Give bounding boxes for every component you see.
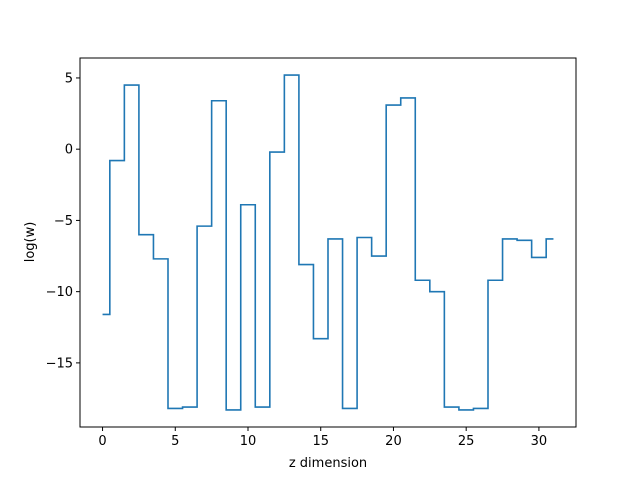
x-axis-label: z dimension <box>289 456 367 471</box>
plot-area <box>79 57 577 428</box>
series-layer <box>102 74 554 411</box>
y-tick-label: −5 <box>54 214 73 229</box>
x-axis-ticks: 0 5 10 15 20 25 30 <box>98 427 547 449</box>
y-tick-label: −15 <box>46 356 73 371</box>
x-tick-label: 5 <box>171 434 179 449</box>
x-tick-label: 10 <box>240 434 257 449</box>
x-tick-label: 0 <box>98 434 106 449</box>
x-tick-label: 15 <box>312 434 329 449</box>
y-axis-label: log(w) <box>23 222 38 263</box>
x-tick-label: 20 <box>385 434 402 449</box>
series-line-0 <box>102 74 554 411</box>
x-tick-label: 30 <box>531 434 548 449</box>
y-axis-ticks: −15 −10 −5 0 5 <box>46 71 80 371</box>
axes-frame <box>79 57 577 428</box>
x-tick-label: 25 <box>458 434 475 449</box>
y-tick-label: −10 <box>46 285 73 300</box>
y-tick-label: 5 <box>65 71 73 86</box>
y-tick-label: 0 <box>65 143 73 158</box>
